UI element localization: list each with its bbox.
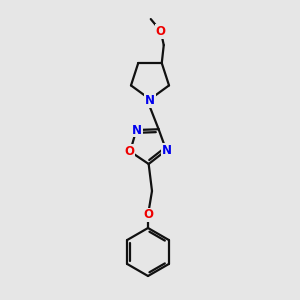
Text: O: O [143, 208, 153, 221]
Text: N: N [162, 144, 172, 157]
Text: O: O [124, 145, 134, 158]
Text: O: O [156, 25, 166, 38]
Text: N: N [145, 94, 155, 107]
Text: N: N [132, 124, 142, 136]
